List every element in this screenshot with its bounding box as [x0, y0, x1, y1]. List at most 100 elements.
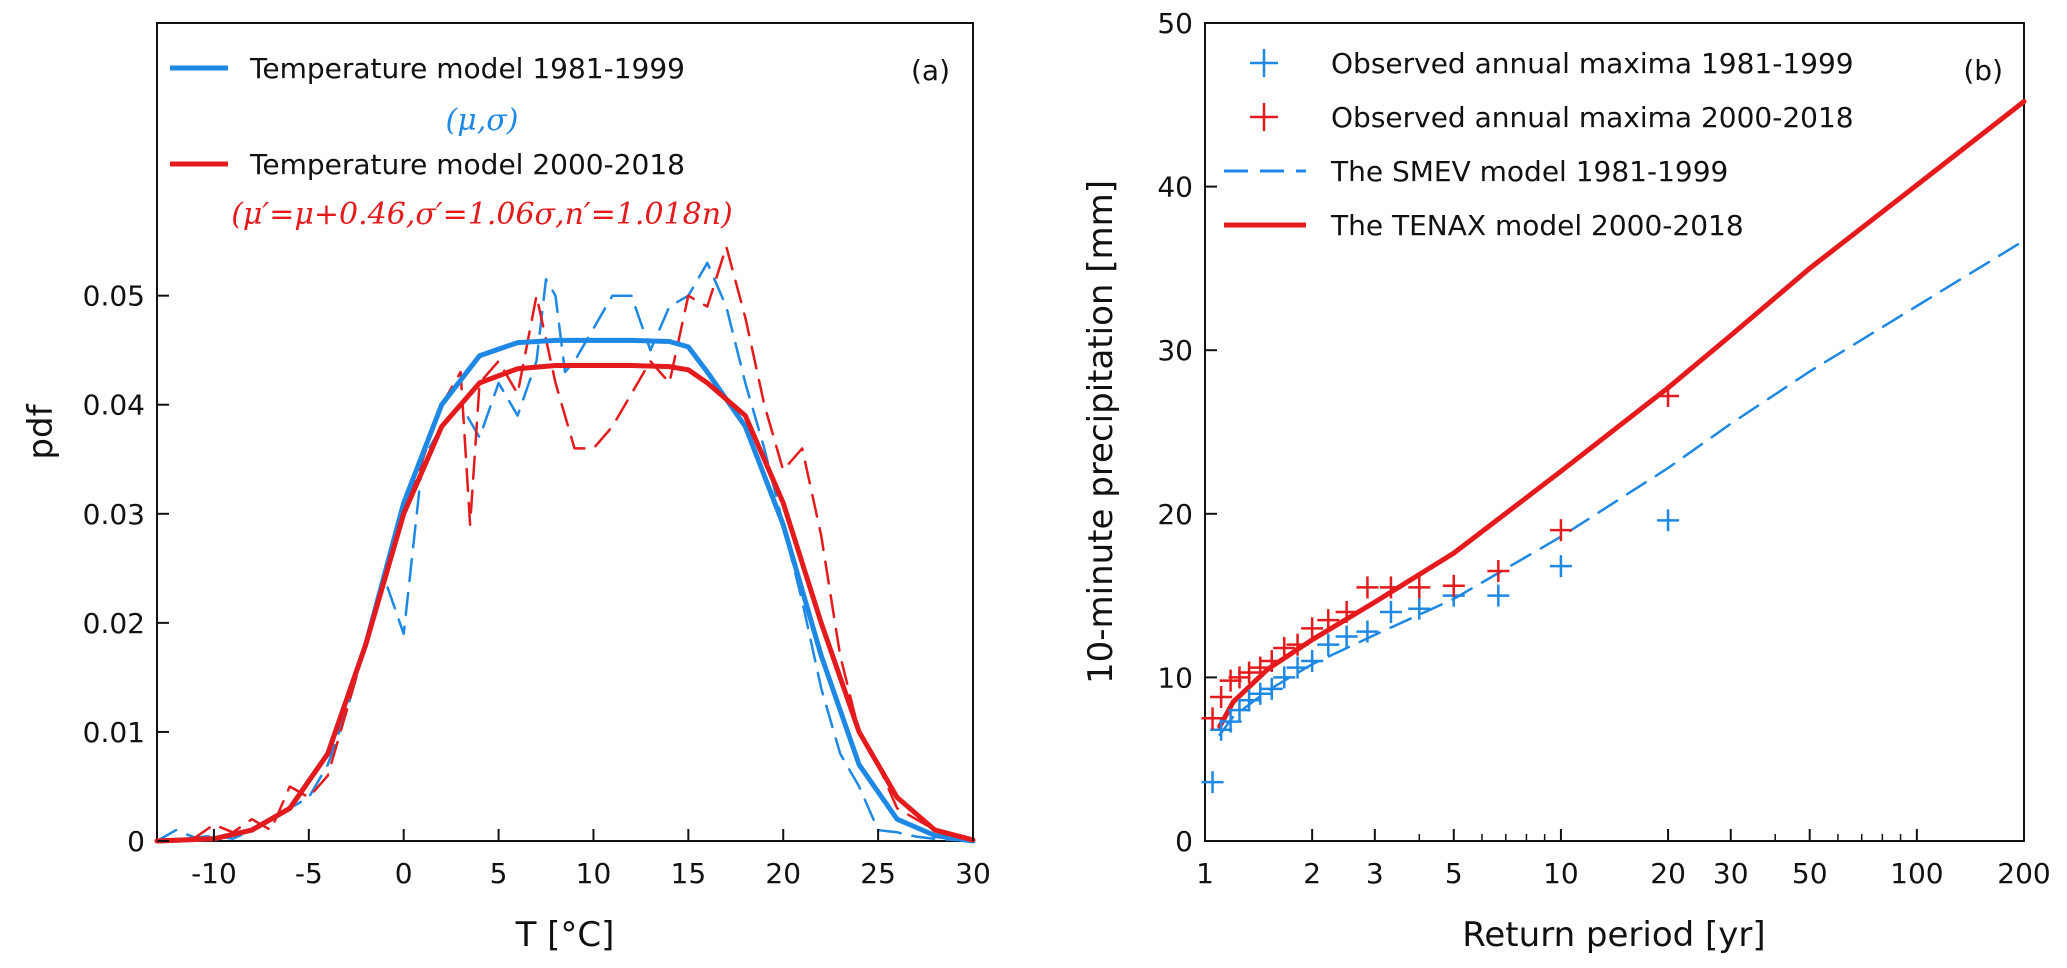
panel-b-xtick-label: 30 — [1713, 857, 1749, 890]
panel-b-line-the-tenax-model-2000-2018 — [1217, 99, 2027, 729]
panel-b-series-layer — [1201, 99, 2027, 794]
panel-a-xtick-label: 25 — [860, 857, 896, 890]
panel-b-point-observed-annual-maxima-2000-2018 — [1201, 707, 1224, 730]
panel-b-point-observed-annual-maxima-2000-2018 — [1273, 636, 1296, 659]
panel-a-xtick-label: 5 — [490, 857, 508, 890]
panel-b-point-observed-annual-maxima-1981-1999 — [1260, 677, 1283, 700]
panel-b-ytick-label: 20 — [1157, 498, 1193, 531]
panel-b-point-observed-annual-maxima-2000-2018 — [1379, 576, 1402, 599]
panel-b-ylabel: 10-minute precipitation [mm] — [1081, 180, 1121, 684]
panel-a: -10 -5 0 5 10 15 20 25 30 00.010.020.030.040.05 … — [21, 22, 991, 955]
panel-b-point-observed-annual-maxima-2000-2018 — [1249, 656, 1272, 679]
legend-b-marker-obs-2000 — [1250, 103, 1278, 131]
panel-b-point-observed-annual-maxima-1981-1999 — [1219, 710, 1242, 733]
panel-a-line-observed-2000-2018-dashed — [155, 245, 975, 843]
panel-b-xlabel: Return period [yr] — [1462, 915, 1765, 955]
panel-b-point-observed-annual-maxima-1981-1999 — [1335, 625, 1358, 648]
panel-b-point-observed-annual-maxima-1981-1999 — [1238, 689, 1261, 712]
panel-b-yticks: 0 10 20 30 40 50 — [1157, 7, 1217, 858]
legend-a-label-1981: Temperature model 1981-1999 — [249, 52, 685, 85]
panel-b-point-observed-annual-maxima-2000-2018 — [1408, 576, 1431, 599]
panel-a-xticks: -10 -5 0 5 10 15 20 25 30 — [191, 829, 991, 890]
panel-b-point-observed-annual-maxima-1981-1999 — [1286, 656, 1309, 679]
panel-a-legend: Temperature model 1981-1999 (μ,σ) Temper… — [170, 52, 733, 232]
panel-b-point-observed-annual-maxima-2000-2018 — [1210, 686, 1233, 709]
panel-b-label: (b) — [1963, 54, 2003, 87]
panel-b-point-observed-annual-maxima-1981-1999 — [1228, 699, 1251, 722]
panel-a-xlabel: T [°C] — [515, 915, 615, 955]
panel-a-xtick-label: 0 — [395, 857, 413, 890]
panel-b-point-observed-annual-maxima-1981-1999 — [1201, 771, 1224, 794]
panel-a-yticks: 0 0.01 0.02 0.03 0.04 0.05 — [83, 280, 169, 858]
panel-b-point-observed-annual-maxima-2000-2018 — [1286, 633, 1309, 656]
panel-b-frame — [1204, 22, 2025, 842]
panel-b-ytick-label: 10 — [1157, 661, 1193, 694]
panel-a-xtick-label: 15 — [671, 857, 707, 890]
panel-b-xtick-label: 100 — [1890, 857, 1943, 890]
panel-b-point-observed-annual-maxima-1981-1999 — [1317, 633, 1340, 656]
panel-a-xtick-label: -10 — [191, 857, 237, 890]
panel-b-point-observed-annual-maxima-2000-2018 — [1442, 574, 1465, 597]
panel-a-xtick-label: 20 — [765, 857, 801, 890]
panel-a-ytick-label: 0 — [127, 825, 145, 858]
panel-b-xtick-label: 3 — [1366, 857, 1384, 890]
panel-b-point-observed-annual-maxima-2000-2018 — [1487, 560, 1510, 583]
panel-b-point-observed-annual-maxima-1981-1999 — [1408, 597, 1431, 620]
panel-a-series-layer — [154, 245, 976, 844]
panel-b-point-observed-annual-maxima-2000-2018 — [1335, 600, 1358, 623]
panel-b-point-observed-annual-maxima-2000-2018 — [1549, 519, 1572, 542]
legend-b-marker-obs-1981 — [1250, 49, 1278, 77]
panel-a-frame — [156, 22, 974, 842]
legend-b-label-tenax: The TENAX model 2000-2018 — [1330, 209, 1744, 242]
panel-b-ytick-label: 40 — [1157, 171, 1193, 204]
panel-b-xtick-label: 50 — [1792, 857, 1828, 890]
panel-b-point-observed-annual-maxima-1981-1999 — [1379, 600, 1402, 623]
panel-a-ytick-label: 0.01 — [83, 716, 145, 749]
panel-b-xtick-label: 20 — [1650, 857, 1686, 890]
panel-b-xtick-label: 5 — [1445, 857, 1463, 890]
panel-b-point-observed-annual-maxima-2000-2018 — [1301, 617, 1324, 640]
panel-b-ytick-label: 0 — [1175, 825, 1193, 858]
panel-a-ytick-label: 0.03 — [83, 498, 145, 531]
panel-b-point-observed-annual-maxima-2000-2018 — [1317, 609, 1340, 632]
panel-b-point-observed-annual-maxima-2000-2018 — [1219, 669, 1242, 692]
panel-a-xtick-label: 30 — [955, 857, 991, 890]
legend-a-formula-2000: (μ′=μ+0.46,σ′=1.06σ,n′=1.018n) — [231, 197, 733, 232]
panel-a-ytick-label: 0.02 — [83, 607, 145, 640]
panel-b-xtick-label: 200 — [1997, 857, 2050, 890]
panel-b-line-the-smev-model-1981-1999-dashed — [1218, 239, 2026, 736]
panel-b-point-observed-annual-maxima-1981-1999 — [1657, 509, 1680, 532]
panel-b-ytick-label: 50 — [1157, 7, 1193, 40]
legend-a-label-2000: Temperature model 2000-2018 — [249, 148, 685, 181]
panel-a-xtick-label: 10 — [576, 857, 612, 890]
panel-b-point-observed-annual-maxima-2000-2018 — [1260, 650, 1283, 673]
panel-a-line-temperature-model-2000-2018 — [154, 363, 976, 844]
panel-b-legend: Observed annual maxima 1981-1999 Observe… — [1224, 47, 1854, 242]
panel-a-ytick-label: 0.05 — [83, 280, 145, 313]
legend-a-formula-1981: (μ,σ) — [446, 103, 519, 138]
panel-b-point-observed-annual-maxima-2000-2018 — [1238, 661, 1261, 684]
panel-a-label: (a) — [911, 54, 950, 87]
legend-b-label-smev: The SMEV model 1981-1999 — [1330, 155, 1728, 188]
panel-b-point-observed-annual-maxima-2000-2018 — [1228, 666, 1251, 689]
panel-b-xticks: 1 2 3 5 10 20 30 50 100 200 — [1196, 829, 2051, 890]
panel-b-xtick-label: 10 — [1543, 857, 1579, 890]
legend-b-label-obs-2000: Observed annual maxima 2000-2018 — [1331, 101, 1854, 134]
panel-a-ytick-label: 0.04 — [83, 389, 145, 422]
panel-b-point-observed-annual-maxima-1981-1999 — [1356, 620, 1379, 643]
panel-b-point-observed-annual-maxima-2000-2018 — [1356, 576, 1379, 599]
panel-b-point-observed-annual-maxima-1981-1999 — [1249, 682, 1272, 705]
panel-b: 1 2 3 5 10 20 30 50 100 200 0 10 20 30 40 50 (b) Obser… — [1081, 7, 2051, 955]
panel-b-ytick-label: 30 — [1157, 334, 1193, 367]
panel-a-ylabel: pdf — [21, 403, 61, 459]
panel-a-xtick-label: -5 — [295, 857, 323, 890]
panel-a-line-observed-1981-1999-dashed — [155, 261, 975, 843]
panel-b-point-observed-annual-maxima-1981-1999 — [1301, 650, 1324, 673]
panel-b-point-observed-annual-maxima-1981-1999 — [1273, 666, 1296, 689]
legend-b-label-obs-1981: Observed annual maxima 1981-1999 — [1331, 47, 1854, 80]
panel-b-xtick-label: 2 — [1303, 857, 1321, 890]
panel-b-point-observed-annual-maxima-2000-2018 — [1657, 385, 1680, 408]
panel-b-point-observed-annual-maxima-1981-1999 — [1549, 555, 1572, 578]
panel-b-point-observed-annual-maxima-1981-1999 — [1487, 584, 1510, 607]
